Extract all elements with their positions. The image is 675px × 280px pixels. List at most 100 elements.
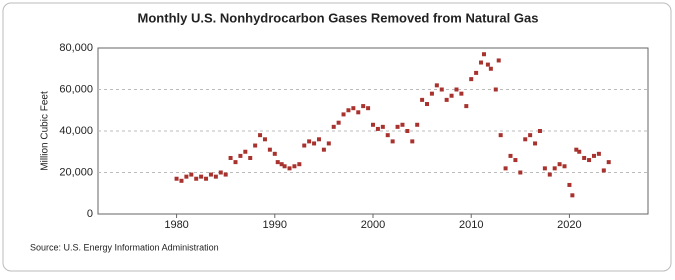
- y-tick-label: 0: [87, 208, 93, 220]
- point: [400, 122, 405, 127]
- point: [533, 141, 538, 146]
- point: [577, 149, 582, 154]
- point: [272, 151, 277, 156]
- point: [174, 176, 179, 181]
- point: [208, 172, 213, 177]
- point: [194, 176, 199, 181]
- y-tick-label: 40,000: [59, 125, 93, 137]
- point: [248, 155, 253, 160]
- point: [513, 158, 518, 163]
- point: [390, 139, 395, 144]
- point: [488, 66, 493, 71]
- point: [562, 164, 567, 169]
- point: [574, 147, 579, 152]
- x-tick-label: 2020: [557, 219, 581, 231]
- chart-title: Monthly U.S. Nonhydrocarbon Gases Remove…: [138, 10, 539, 25]
- point: [385, 133, 390, 138]
- point: [238, 153, 243, 158]
- point: [366, 106, 371, 111]
- point: [262, 137, 267, 142]
- point: [596, 151, 601, 156]
- point: [267, 147, 272, 152]
- point: [356, 110, 361, 115]
- point: [243, 149, 248, 154]
- point: [503, 166, 508, 171]
- point: [287, 166, 292, 171]
- point: [459, 91, 464, 96]
- frame: [2, 2, 672, 272]
- point: [275, 160, 280, 165]
- y-tick-label: 20,000: [59, 166, 93, 178]
- point: [233, 160, 238, 165]
- point: [184, 174, 189, 179]
- point: [292, 164, 297, 169]
- point: [321, 147, 326, 152]
- point: [279, 162, 284, 167]
- point: [218, 170, 223, 175]
- point: [547, 172, 552, 177]
- point: [336, 120, 341, 125]
- point: [258, 133, 263, 138]
- point: [485, 62, 490, 67]
- point: [570, 193, 575, 198]
- point: [469, 77, 474, 82]
- y-tick-label: 80,000: [59, 42, 93, 54]
- point: [537, 129, 542, 133]
- point: [253, 143, 258, 148]
- point: [454, 87, 459, 92]
- point: [312, 141, 317, 146]
- point: [380, 124, 385, 129]
- x-tick-label: 2010: [459, 219, 483, 231]
- point: [542, 166, 547, 171]
- point: [434, 83, 439, 88]
- point: [474, 70, 479, 75]
- point: [552, 166, 557, 171]
- point: [429, 91, 434, 96]
- point: [228, 155, 233, 160]
- point: [420, 97, 425, 102]
- source: Source: U.S. Energy Information Administ…: [30, 242, 219, 252]
- point: [189, 172, 194, 177]
- point: [439, 87, 444, 92]
- point: [405, 129, 410, 133]
- point: [449, 93, 454, 98]
- point: [528, 133, 533, 138]
- point: [204, 176, 209, 181]
- point: [444, 97, 449, 102]
- point: [498, 133, 503, 138]
- point: [493, 87, 498, 92]
- point: [341, 112, 346, 117]
- point: [331, 124, 336, 129]
- point: [587, 158, 592, 163]
- point: [346, 108, 351, 113]
- point: [464, 104, 469, 109]
- point: [410, 139, 415, 144]
- x-tick-label: 2000: [361, 219, 385, 231]
- point: [326, 141, 331, 146]
- point: [375, 126, 380, 131]
- point: [179, 178, 184, 183]
- point: [282, 164, 287, 169]
- point: [481, 52, 486, 57]
- point: [316, 137, 321, 142]
- y-tick-label: 60,000: [59, 83, 93, 95]
- point: [591, 153, 596, 158]
- point: [307, 139, 312, 144]
- point: [523, 137, 528, 142]
- point: [351, 106, 356, 111]
- point: [518, 170, 523, 175]
- point: [223, 172, 228, 177]
- x-tick-label: 1990: [263, 219, 287, 231]
- point: [557, 162, 562, 167]
- point: [395, 124, 400, 129]
- point: [415, 122, 420, 127]
- point: [213, 174, 218, 179]
- point: [601, 168, 606, 173]
- point: [425, 102, 430, 107]
- point: [297, 162, 302, 167]
- point: [582, 155, 587, 160]
- point: [567, 182, 572, 187]
- point: [371, 122, 375, 127]
- point: [361, 104, 366, 109]
